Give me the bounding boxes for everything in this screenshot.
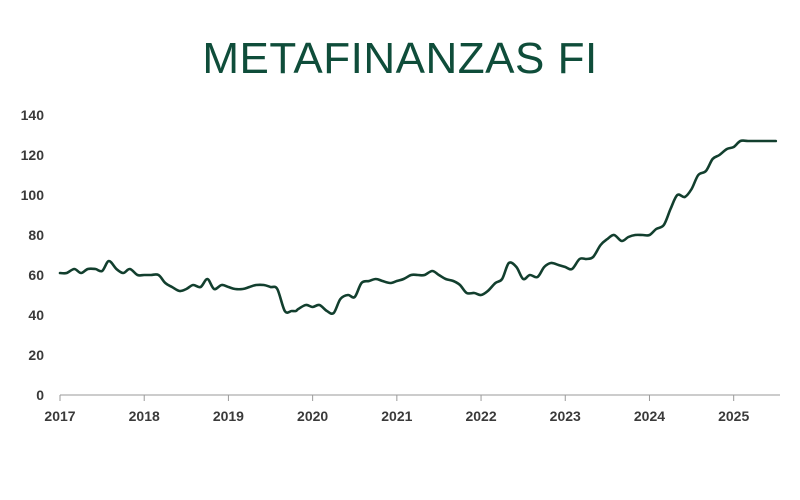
y-axis-ticks: 0 20 40 60 80 100 120 140 [21,107,45,403]
y-tick-label: 60 [28,267,44,283]
y-tick-label: 100 [21,187,45,203]
y-tick-label: 40 [28,307,44,323]
chart-title: METAFINANZAS FI [202,34,598,83]
y-tick-label: 120 [21,147,45,163]
x-tick-label: 2023 [550,408,581,424]
x-tick-label: 2025 [718,408,749,424]
y-tick-label: 0 [36,387,44,403]
series-group [58,139,778,315]
x-tick-label: 2017 [44,408,75,424]
x-tick-label: 2024 [634,408,665,424]
x-tick-label: 2019 [213,408,244,424]
x-tick-label: 2022 [465,408,496,424]
y-tick-label: 80 [28,227,44,243]
y-tick-label: 140 [21,107,45,123]
y-tick-label: 20 [28,347,44,363]
x-axis-ticks: 2017 2018 2019 2020 2021 2022 2023 2024 2025 [44,395,749,424]
x-tick-label: 2018 [129,408,160,424]
series-line [58,139,778,315]
x-tick-label: 2020 [297,408,328,424]
x-tick-label: 2021 [381,408,412,424]
